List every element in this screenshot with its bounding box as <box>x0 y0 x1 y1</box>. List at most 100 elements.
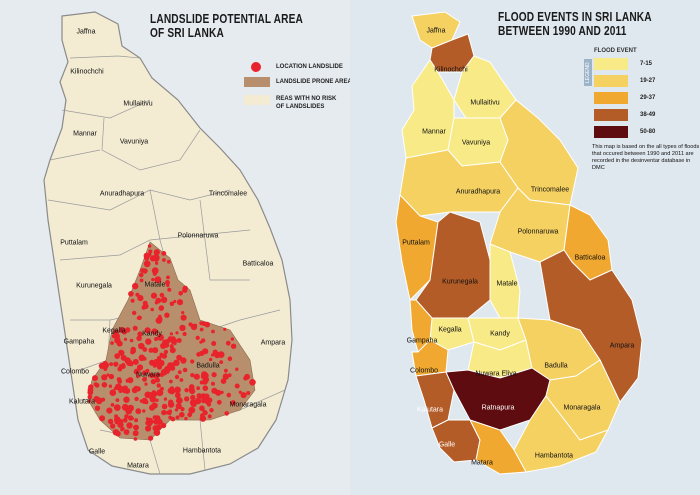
landslide-point <box>148 249 153 254</box>
district-label-gampaha: Gampaha <box>63 338 95 346</box>
legend-label-no-risk-1: REAS WITH NO RISK <box>276 96 337 102</box>
district-label-matale: Matale <box>496 280 518 288</box>
landslide-point <box>235 367 239 371</box>
district-label-mullaitivu: Mullaitivu <box>470 99 500 107</box>
landslide-point <box>142 356 147 361</box>
landslide-point <box>174 386 181 394</box>
landslide-point <box>130 298 135 303</box>
landslide-point <box>168 415 173 420</box>
landslide-point <box>163 397 168 401</box>
district-label-nuwara: Nuwara <box>135 371 161 379</box>
landslide-point <box>159 292 165 298</box>
landslide-point <box>182 331 187 337</box>
legend-swatch-19-27 <box>594 75 628 87</box>
landslide-point <box>115 398 120 402</box>
district-label-ratnapura: Ratnapura <box>481 404 515 412</box>
landslide-point <box>145 417 149 421</box>
landslide-point <box>159 305 164 311</box>
landslide-map-title: LANDSLIDE POTENTIAL AREA OF SRI LANKA <box>150 11 303 40</box>
district-label-nuwara-eliya: Nuwara Eliya <box>475 370 517 378</box>
district-label-colombo: Colombo <box>60 368 90 376</box>
landslide-point <box>151 277 155 282</box>
landslide-point <box>209 408 214 413</box>
landslide-point <box>162 258 166 262</box>
landslide-point <box>136 374 140 379</box>
landslide-point <box>169 332 173 336</box>
landslide-point <box>110 403 115 407</box>
landslide-point <box>136 335 142 341</box>
landslide-point <box>153 358 160 366</box>
landslide-point <box>184 416 188 421</box>
landslide-point <box>219 360 224 364</box>
district-label-monaragala: Monaragala <box>229 401 267 409</box>
landslide-point <box>175 331 179 335</box>
landslide-point <box>142 268 148 274</box>
flood-legend-title: FLOOD EVENT <box>594 48 637 54</box>
landslide-point <box>142 300 148 306</box>
legend-label-no-risk-2: OF LANDSLIDES <box>276 104 325 110</box>
landslide-point <box>123 396 130 403</box>
landslide-map-panel: LANDSLIDE POTENTIAL AREA OF SRI LANKA LO… <box>0 0 350 495</box>
landslide-point <box>175 403 182 410</box>
landslide-point <box>144 382 148 386</box>
landslide-map <box>43 11 293 475</box>
legend-label-38-49: 38-49 <box>640 112 656 118</box>
landslide-point <box>154 337 159 341</box>
district-puttalam <box>395 193 439 302</box>
landslide-point <box>138 342 145 350</box>
landslide-point <box>93 396 100 402</box>
district-label-kegalla: Kegalla <box>102 327 126 335</box>
landslide-point <box>87 399 91 403</box>
landslide-point <box>224 368 228 373</box>
landslide-point <box>244 373 251 380</box>
legend-swatch-50-80 <box>594 126 628 138</box>
landslide-point <box>155 254 160 260</box>
landslide-point <box>154 429 160 435</box>
landslide-point <box>160 296 168 303</box>
landslide-point <box>187 412 193 418</box>
landslide-point <box>139 272 144 278</box>
landslide-point <box>177 370 182 375</box>
landslide-point <box>168 399 174 405</box>
landslide-point <box>137 331 143 337</box>
district-label-monaragala: Monaragala <box>563 404 601 412</box>
landslide-point <box>109 389 117 397</box>
district-label-batticaloa: Batticaloa <box>574 254 606 262</box>
legend-swatch-29-37 <box>594 92 628 104</box>
landslide-point <box>133 425 137 430</box>
landslide-point <box>234 383 240 389</box>
district-label-mannar: Mannar <box>422 128 446 136</box>
landslide-point <box>179 324 186 332</box>
landslide-point <box>179 411 185 418</box>
landslide-point <box>166 275 170 280</box>
landslide-point <box>108 384 113 388</box>
district-label-polonnaruwa: Polonnaruwa <box>517 228 559 236</box>
landslide-point <box>211 372 217 378</box>
landslide-point <box>223 327 227 331</box>
landslide-point <box>148 435 154 441</box>
district-label-matara: Matara <box>471 459 493 467</box>
district-label-kalutara: Kalutara <box>416 406 444 414</box>
landslide-point <box>119 327 126 334</box>
legend-label-prone: LANDSLIDE PRONE AREAS <box>276 79 350 85</box>
landslide-point <box>136 316 140 320</box>
district-label-jaffna: Jaffna <box>426 27 446 35</box>
landslide-point <box>121 427 125 431</box>
landslide-point <box>114 353 121 359</box>
landslide-point <box>169 344 174 349</box>
landslide-point <box>211 329 215 334</box>
landslide-point <box>134 418 139 423</box>
legend-label-location: LOCATION LANDSLIDE <box>276 64 343 70</box>
landslide-point <box>202 348 209 355</box>
landslide-point <box>165 280 170 285</box>
landslide-point <box>87 386 94 393</box>
landslide-point <box>111 334 116 339</box>
landslide-point <box>133 385 139 391</box>
district-label-polonnaruwa: Polonnaruwa <box>177 232 219 240</box>
landslide-point <box>169 347 176 354</box>
landslide-point <box>211 381 215 386</box>
landslide-point <box>199 405 205 412</box>
district-label-trincomalee: Trincomalee <box>530 186 570 194</box>
landslide-point <box>87 394 93 400</box>
landslide-point <box>202 385 209 392</box>
